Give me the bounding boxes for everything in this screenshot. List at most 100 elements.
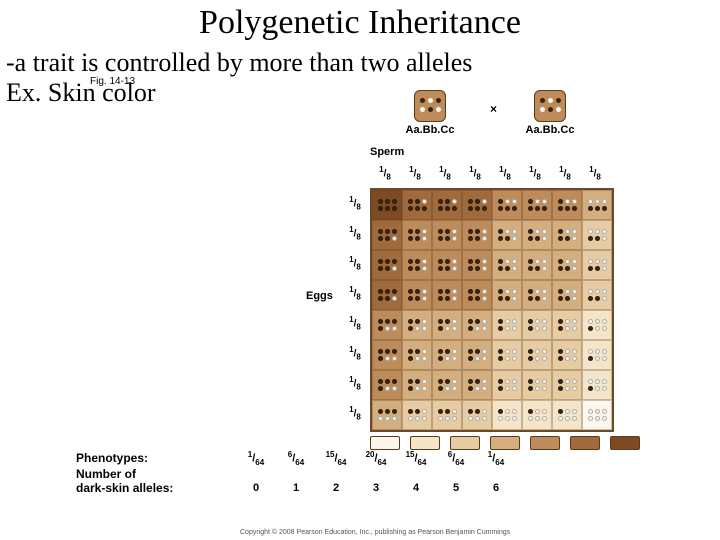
- phenotype-swatch: [410, 436, 440, 450]
- punnett-cell: [552, 340, 582, 370]
- punnett-cell: [372, 280, 402, 310]
- punnett-cell: [552, 250, 582, 280]
- phenotypes-label: Phenotypes:: [76, 451, 236, 465]
- parent-cross: Aa.Bb.Cc × Aa.Bb.Cc: [200, 90, 700, 146]
- punnett-cell: [522, 310, 552, 340]
- punnett-cell: [492, 310, 522, 340]
- punnett-cell: [522, 400, 552, 430]
- allele-counts: 0123456: [236, 482, 516, 494]
- cross-symbol: ×: [490, 102, 497, 116]
- punnett-cell: [372, 190, 402, 220]
- punnett-cell: [402, 280, 432, 310]
- phenotype-swatch: [450, 436, 480, 450]
- punnett-cell: [582, 190, 612, 220]
- punnett-cell: [552, 370, 582, 400]
- fraction-label: 1/8: [340, 398, 370, 428]
- parent-genotype-right: Aa.Bb.Cc: [520, 124, 580, 136]
- punnett-cell: [462, 340, 492, 370]
- fraction-label: 1/8: [430, 158, 460, 188]
- phenotype-fractions: 1/646/6415/6420/6415/646/641/64: [236, 450, 516, 467]
- allele-count: 1: [276, 482, 316, 494]
- row-headers: 1/81/81/81/81/81/81/81/8: [340, 188, 370, 428]
- punnett-cell: [402, 310, 432, 340]
- punnett-cell: [402, 190, 432, 220]
- allele-count: 6: [476, 482, 516, 494]
- punnett-cell: [492, 400, 522, 430]
- punnett-cell: [462, 220, 492, 250]
- fraction-label: 1/8: [460, 158, 490, 188]
- phenotype-swatch: [370, 436, 400, 450]
- punnett-cell: [462, 370, 492, 400]
- punnett-cell: [582, 310, 612, 340]
- punnett-grid: [370, 188, 614, 432]
- punnett-cell: [372, 370, 402, 400]
- punnett-cell: [522, 250, 552, 280]
- punnett-cell: [462, 250, 492, 280]
- page-title: Polygenetic Inheritance: [0, 0, 720, 42]
- fraction-label: 1/8: [340, 308, 370, 338]
- fraction-label: 1/8: [400, 158, 430, 188]
- punnett-cell: [432, 220, 462, 250]
- punnett-cell: [462, 190, 492, 220]
- punnett-cell: [522, 340, 552, 370]
- punnett-cell: [582, 250, 612, 280]
- punnett-cell: [552, 400, 582, 430]
- phenotype-swatch: [530, 436, 560, 450]
- fraction-label: 1/8: [340, 248, 370, 278]
- fraction-label: 1/8: [370, 158, 400, 188]
- fraction-label: 1/8: [520, 158, 550, 188]
- fraction-label: 1/8: [340, 338, 370, 368]
- punnett-cell: [552, 220, 582, 250]
- punnett-cell: [522, 220, 552, 250]
- column-headers: 1/81/81/81/81/81/81/81/8: [370, 158, 610, 188]
- punnett-cell: [462, 310, 492, 340]
- punnett-cell: [432, 400, 462, 430]
- phenotype-fraction: 1/64: [476, 450, 516, 467]
- punnett-cell: [492, 250, 522, 280]
- fraction-label: 1/8: [550, 158, 580, 188]
- punnett-cell: [492, 340, 522, 370]
- punnett-cell: [582, 370, 612, 400]
- phenotype-swatch: [570, 436, 600, 450]
- copyright-text: Copyright © 2008 Pearson Education, Inc.…: [240, 529, 510, 536]
- punnett-cell: [432, 280, 462, 310]
- fraction-label: 1/8: [580, 158, 610, 188]
- punnett-cell: [492, 370, 522, 400]
- punnett-cell: [372, 310, 402, 340]
- punnett-cell: [432, 190, 462, 220]
- allele-count: 3: [356, 482, 396, 494]
- subtitle: -a trait is controlled by more than two …: [0, 48, 720, 78]
- phenotype-fraction: 6/64: [436, 450, 476, 467]
- fraction-label: 1/8: [340, 278, 370, 308]
- allele-count: 4: [396, 482, 436, 494]
- allele-count: 0: [236, 482, 276, 494]
- punnett-cell: [582, 400, 612, 430]
- parent-genotype-left: Aa.Bb.Cc: [400, 124, 460, 136]
- punnett-cell: [402, 250, 432, 280]
- alleles-label: dark-skin alleles:: [76, 481, 236, 495]
- punnett-cell: [462, 400, 492, 430]
- punnett-cell: [492, 280, 522, 310]
- punnett-cell: [582, 280, 612, 310]
- punnett-cell: [582, 220, 612, 250]
- fraction-label: 1/8: [340, 188, 370, 218]
- fraction-label: 1/8: [340, 368, 370, 398]
- punnett-cell: [372, 340, 402, 370]
- punnett-cell: [402, 400, 432, 430]
- punnett-cell: [462, 280, 492, 310]
- punnett-cell: [372, 250, 402, 280]
- parent-left: Aa.Bb.Cc: [400, 90, 460, 136]
- number-label: Number of: [76, 467, 236, 481]
- punnett-cell: [582, 340, 612, 370]
- punnett-cell: [432, 310, 462, 340]
- eggs-label: Eggs: [306, 290, 333, 302]
- punnett-diagram: Aa.Bb.Cc × Aa.Bb.Cc Sperm 1/81/81/81/81/…: [200, 90, 700, 146]
- punnett-cell: [402, 340, 432, 370]
- parent-face-right: [534, 90, 566, 122]
- punnett-cell: [402, 220, 432, 250]
- parent-right: Aa.Bb.Cc: [520, 90, 580, 136]
- punnett-cell: [372, 400, 402, 430]
- sperm-label: Sperm: [370, 146, 404, 158]
- phenotype-fraction: 6/64: [276, 450, 316, 467]
- punnett-cell: [492, 220, 522, 250]
